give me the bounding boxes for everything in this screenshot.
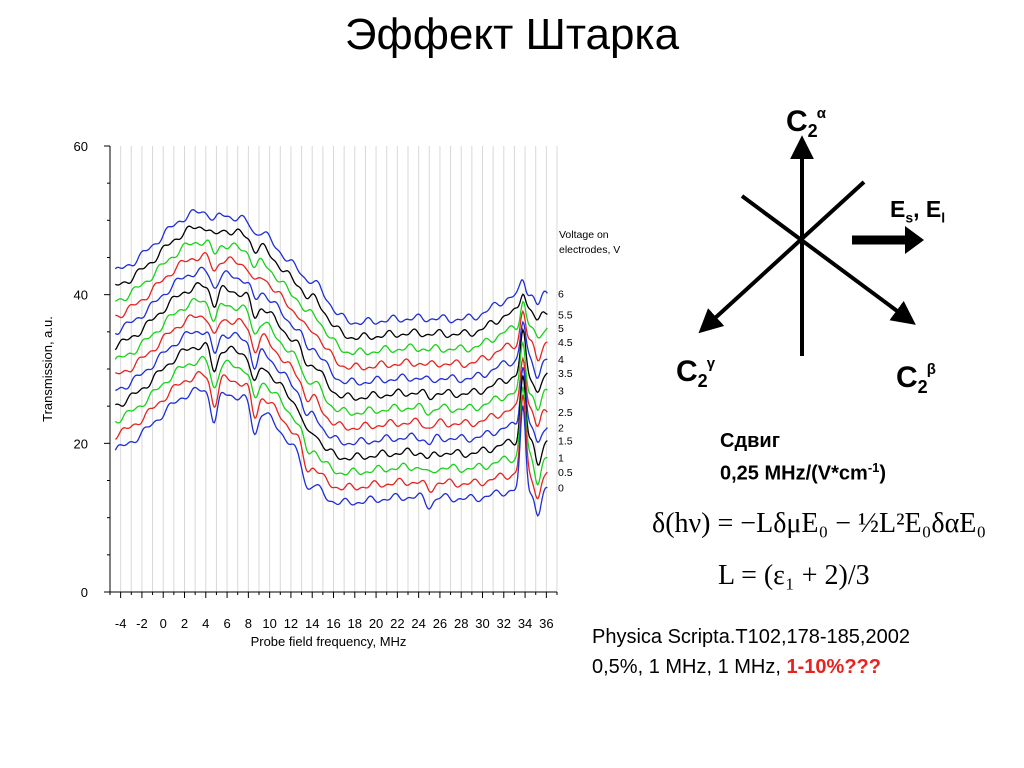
x-tick-label: 34	[518, 616, 532, 631]
y-tick-label: 0	[81, 585, 88, 600]
x-tick-label: 26	[433, 616, 447, 631]
y-tick-label: 40	[74, 288, 88, 303]
x-tick-label: 6	[223, 616, 230, 631]
x-tick-label: 12	[284, 616, 298, 631]
c2-gamma-label: C2γ	[676, 355, 716, 391]
series-label-1.5: 1.5	[558, 436, 573, 448]
y-tick-label: 60	[74, 139, 88, 154]
series-label-6: 6	[558, 288, 564, 300]
chart-series	[114, 209, 548, 517]
series-label-0.5: 0.5	[558, 467, 573, 479]
shift-label: Сдвиг	[720, 430, 781, 452]
x-tick-label: 4	[202, 616, 209, 631]
series-line-4	[114, 266, 548, 386]
series-label-2.5: 2.5	[558, 407, 573, 419]
series-line-2.5	[115, 314, 548, 431]
series-label-0: 0	[558, 483, 564, 495]
formula-energy-shift: δ(hν) = −LδμE₀ − ½L²E₀δαE₀	[652, 508, 987, 539]
series-line-1	[114, 355, 548, 486]
x-tick-label: 28	[454, 616, 468, 631]
c2-beta-axis	[740, 194, 916, 325]
x-tick-label: 8	[245, 616, 252, 631]
series-label-3: 3	[558, 385, 564, 397]
chart-labels: Probe field frequency, MHz Transmission, …	[40, 229, 620, 649]
x-tick-label: -2	[136, 616, 148, 631]
series-line-0	[114, 386, 548, 517]
series-line-3.5	[114, 282, 548, 401]
series-line-0.5	[114, 371, 548, 500]
x-axis-label: Probe field frequency, MHz	[251, 634, 407, 649]
field-label: Es, El	[890, 196, 946, 226]
field-arrow-head	[905, 226, 924, 254]
series-line-1.5	[115, 342, 548, 466]
y-axis-label: Transmission, a.u.	[40, 316, 55, 422]
x-tick-label: 36	[539, 616, 553, 631]
slide-title: Эффект Штарка	[344, 10, 680, 59]
x-tick-label: 30	[475, 616, 489, 631]
series-label-4: 4	[558, 354, 564, 366]
series-label-3.5: 3.5	[558, 368, 573, 380]
legend-title-line2: electrodes, V	[559, 244, 620, 256]
x-tick-label: 14	[305, 616, 319, 631]
x-tick-label: 20	[369, 616, 383, 631]
x-tick-label: 32	[497, 616, 511, 631]
x-tick-label: 24	[411, 616, 425, 631]
legend-title-line1: Voltage on	[559, 229, 609, 241]
x-tick-label: 18	[348, 616, 362, 631]
series-line-2	[115, 330, 548, 446]
x-tick-label: 10	[262, 616, 276, 631]
series-line-5	[114, 239, 548, 356]
x-tick-label: -4	[115, 616, 127, 631]
x-tick-label: 2	[181, 616, 188, 631]
series-label-5.5: 5.5	[558, 309, 573, 321]
series-line-5.5	[115, 225, 548, 341]
y-tick-label: 20	[74, 436, 88, 451]
shift-value: 0,25 MHz/(V*cm-1)	[720, 460, 887, 485]
accuracy-highlight: 1-10%???	[786, 656, 881, 678]
series-label-4.5: 4.5	[558, 337, 573, 349]
series-line-6	[114, 209, 548, 326]
series-label-5: 5	[558, 323, 564, 335]
series-line-3	[114, 297, 548, 416]
x-tick-label: 22	[390, 616, 404, 631]
reference-accuracy: 0,5%, 1 MHz, 1 MHz, 1-10%???	[592, 656, 881, 678]
reference-citation: Physica Scripta.T102,178-185,2002	[592, 626, 910, 648]
c2-gamma-axis	[698, 180, 866, 334]
formula-local-field: L = (ε₁ + 2)/3	[718, 560, 870, 591]
c2-alpha-label: C2α	[786, 105, 826, 141]
x-tick-label: 0	[160, 616, 167, 631]
series-line-4.5	[115, 251, 548, 371]
series-label-2: 2	[558, 423, 564, 435]
x-tick-label: 16	[326, 616, 340, 631]
series-label-1: 1	[558, 453, 564, 465]
c2-beta-label: C2β	[896, 361, 936, 397]
